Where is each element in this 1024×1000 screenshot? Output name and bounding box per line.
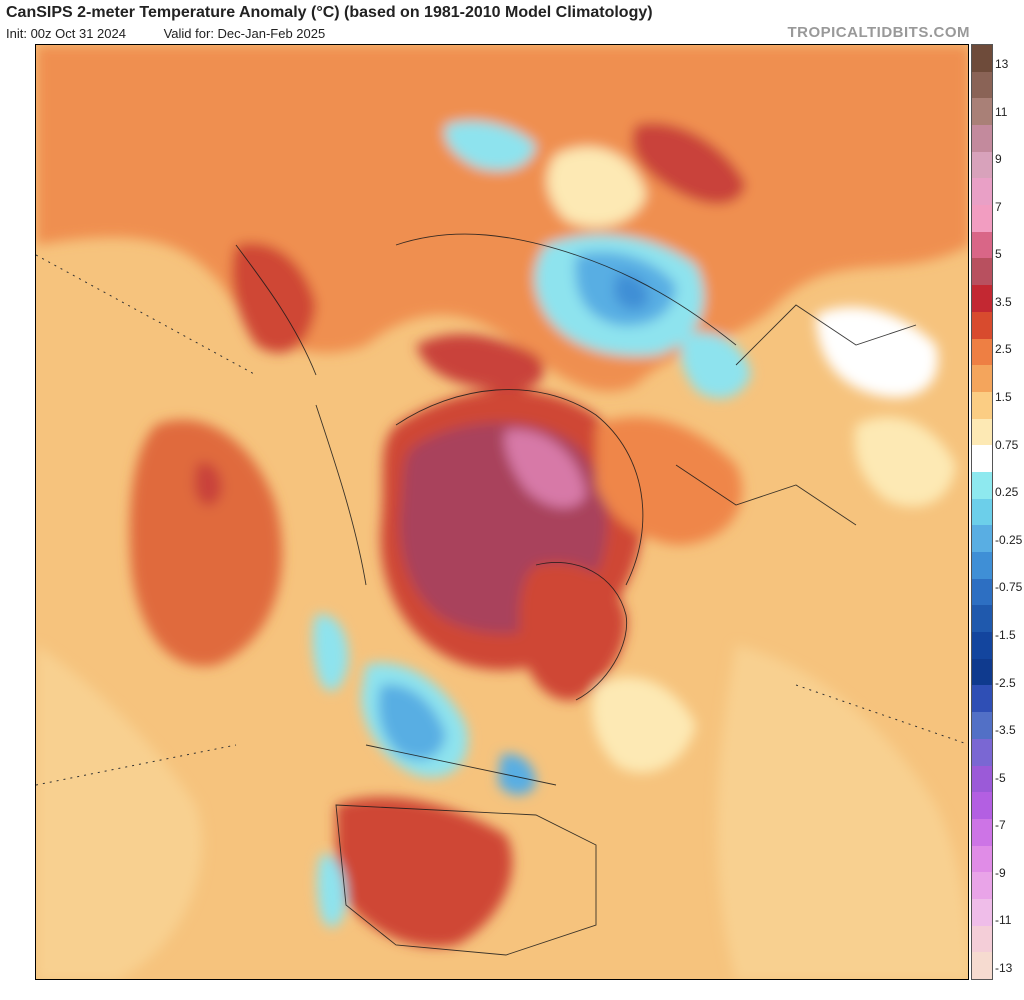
legend-tick-label: -2.5: [995, 675, 1016, 690]
legend-band: [972, 872, 992, 900]
legend-band: [972, 952, 992, 980]
legend-band: [972, 818, 992, 847]
legend-band: [972, 178, 992, 206]
legend-tick-label: -7: [995, 818, 1006, 833]
legend-band: [972, 525, 992, 553]
map-title: CanSIPS 2-meter Temperature Anomaly (°C)…: [6, 4, 653, 21]
coastline-lines: [235, 233, 917, 956]
legend-band: [972, 98, 992, 126]
legend-band: [972, 125, 992, 153]
legend-tick-label: -13: [995, 961, 1013, 975]
color-legend: [971, 44, 993, 980]
legend-band: [972, 925, 992, 953]
brand-watermark: TROPICALTIDBITS.COM: [787, 24, 970, 41]
legend-tick-label: -1.5: [995, 627, 1016, 642]
legend-band: [972, 632, 992, 660]
legend-tick-label: 9: [995, 152, 1002, 167]
map-canvas: [36, 45, 968, 979]
legend-band: [972, 471, 992, 500]
legend-band: [972, 578, 992, 606]
legend-band: [972, 71, 992, 99]
legend-band: [972, 445, 992, 473]
legend-tick-label: -11: [995, 913, 1012, 928]
legend-tick-label: 2.5: [995, 342, 1012, 357]
legend-band: [972, 712, 992, 740]
legend-band: [972, 205, 992, 233]
legend-band: [972, 231, 992, 259]
legend-band: [972, 898, 992, 927]
legend-band: [972, 765, 992, 793]
map-subtitle: Init: 00z Oct 31 2024 Valid for: Dec-Jan…: [6, 26, 359, 41]
legend-band: [972, 658, 992, 686]
legend-tick-label: 1.5: [995, 390, 1012, 405]
legend-tick-label: 11: [995, 104, 1008, 119]
legend-tick-label: 5: [995, 247, 1002, 262]
valid-time: Valid for: Dec-Jan-Feb 2025: [163, 26, 326, 41]
legend-tick-label: 13: [995, 57, 1009, 71]
legend-band: [972, 685, 992, 713]
legend-band: [972, 418, 992, 446]
legend-tick-label: -3.5: [995, 723, 1016, 738]
legend-band: [972, 552, 992, 580]
legend-band: [972, 738, 992, 766]
legend-band: [972, 391, 992, 420]
legend-tick-label: -5: [995, 770, 1006, 785]
legend-band: [972, 845, 992, 873]
init-time: Init: 00z Oct 31 2024: [6, 26, 126, 41]
legend-tick-label: -9: [995, 865, 1006, 880]
legend-tick-label: 0.75: [995, 437, 1019, 452]
legend-band: [972, 338, 992, 366]
legend-band: [972, 311, 992, 340]
legend-band: [972, 258, 992, 286]
legend-band: [972, 365, 992, 393]
graticule-lines: [36, 254, 968, 786]
anomaly-map: [35, 44, 969, 980]
legend-band: [972, 45, 992, 73]
legend-tick-label: -0.25: [995, 532, 1023, 547]
legend-band: [972, 498, 992, 526]
legend-tick-label: 0.25: [995, 485, 1019, 500]
legend-tick-label: 3.5: [995, 294, 1012, 309]
legend-band: [972, 151, 992, 179]
legend-band: [972, 285, 992, 313]
legend-tick-label: -0.75: [995, 580, 1023, 595]
legend-band: [972, 605, 992, 633]
legend-band: [972, 792, 992, 820]
legend-tick-label: 7: [995, 199, 1002, 214]
